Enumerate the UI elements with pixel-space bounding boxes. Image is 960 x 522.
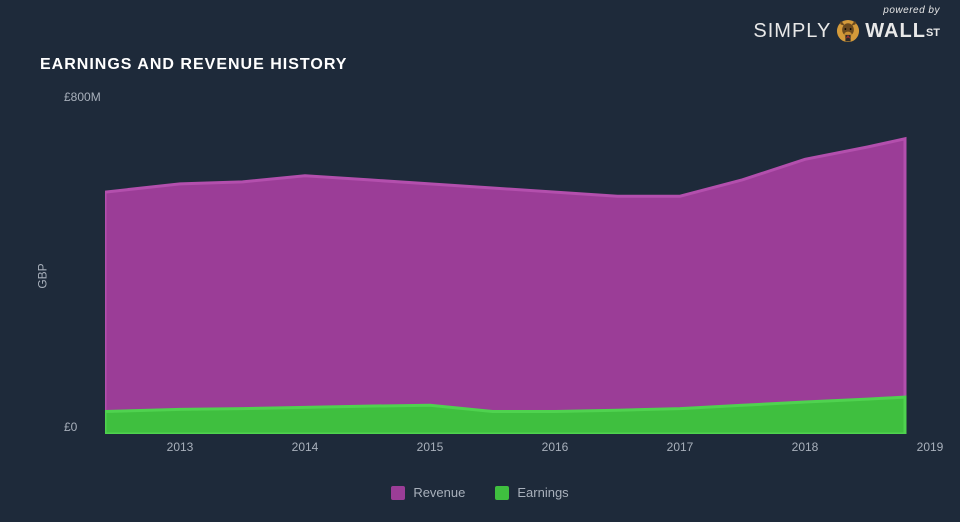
x-tick-label: 2017 bbox=[667, 440, 694, 454]
brand-wall: WALLST bbox=[865, 21, 940, 41]
x-axis-labels: 2013201420152016201720182019 bbox=[105, 440, 930, 456]
area-chart-svg bbox=[105, 106, 930, 434]
legend-label-earnings: Earnings bbox=[517, 485, 568, 500]
chart-container: powered by SIMPLY WALLST EARNINGS AND RE… bbox=[0, 0, 960, 522]
x-tick-label: 2013 bbox=[167, 440, 194, 454]
y-axis-title: GBP bbox=[36, 263, 50, 288]
legend-swatch-earnings bbox=[495, 486, 509, 500]
legend-item-earnings: Earnings bbox=[495, 485, 568, 500]
legend-item-revenue: Revenue bbox=[391, 485, 465, 500]
brand-row: SIMPLY WALLST bbox=[753, 18, 940, 44]
legend-label-revenue: Revenue bbox=[413, 485, 465, 500]
powered-by-text: powered by bbox=[753, 6, 940, 16]
plot-region bbox=[105, 106, 930, 434]
chart-title: EARNINGS AND REVENUE HISTORY bbox=[40, 56, 347, 74]
legend: Revenue Earnings bbox=[0, 485, 960, 500]
brand-simply: SIMPLY bbox=[753, 21, 831, 41]
x-tick-label: 2016 bbox=[542, 440, 569, 454]
x-tick-label: 2018 bbox=[792, 440, 819, 454]
y-tick-top: £800M bbox=[64, 90, 101, 104]
x-tick-label: 2014 bbox=[292, 440, 319, 454]
x-tick-label: 2019 bbox=[917, 440, 944, 454]
bull-icon bbox=[835, 18, 861, 44]
x-tick-label: 2015 bbox=[417, 440, 444, 454]
legend-swatch-revenue bbox=[391, 486, 405, 500]
chart-area: GBP £800M £0 201320142015201620172018201… bbox=[40, 90, 940, 462]
brand-logo: powered by SIMPLY WALLST bbox=[753, 6, 940, 44]
y-tick-bot: £0 bbox=[64, 420, 77, 434]
